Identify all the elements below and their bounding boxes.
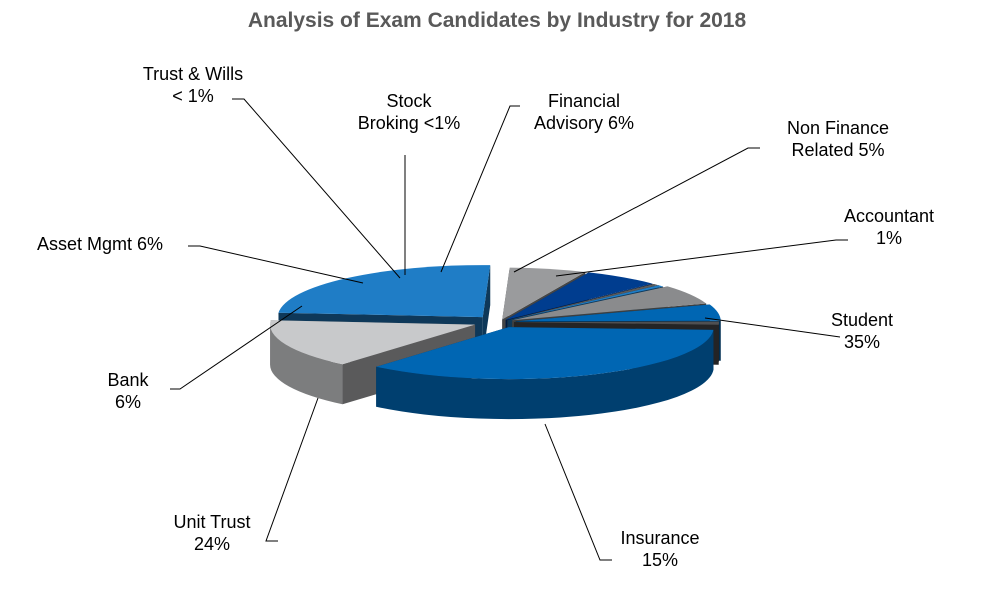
leader-line-bank bbox=[170, 305, 303, 390]
label-asset-mgmt: Asset Mgmt 6% bbox=[37, 234, 163, 254]
leader-line-unit-trust bbox=[265, 397, 319, 542]
label-student: Student 35% bbox=[831, 310, 893, 352]
slice-student bbox=[376, 327, 714, 380]
slice-stock-broking bbox=[507, 285, 664, 321]
slice-insurance bbox=[270, 320, 476, 365]
label-non-finance-related: Non Finance Related 5% bbox=[787, 118, 889, 160]
label-stock-broking: Stock Broking <1% bbox=[358, 91, 461, 133]
slice-unit-trust bbox=[278, 265, 491, 318]
label-insurance: Insurance 15% bbox=[620, 528, 699, 570]
chart-title: Analysis of Exam Candidates by Industry … bbox=[248, 9, 747, 32]
slice-asset-mgmt bbox=[505, 272, 653, 320]
student-outer-side bbox=[376, 329, 714, 420]
insurance-outer-side bbox=[270, 324, 343, 405]
leader-line-student bbox=[704, 317, 841, 338]
label-trust-wills: Trust & Wills < 1% bbox=[143, 64, 243, 106]
label-accountant: Accountant 1% bbox=[844, 206, 934, 248]
slice-labels: Student 35% Insurance 15% Unit Trust 24% Bank 6… bbox=[37, 64, 934, 570]
slice-financial-advisory bbox=[512, 286, 707, 321]
leader-line-non-finance-related bbox=[513, 147, 760, 273]
leader-lines bbox=[170, 98, 848, 561]
slice-bank bbox=[502, 267, 586, 320]
slice-tops bbox=[270, 265, 721, 380]
unit-trust-end-wall bbox=[482, 265, 491, 358]
label-financial-advisory: Financial Advisory 6% bbox=[534, 91, 634, 133]
slice-trust-wills bbox=[507, 283, 659, 321]
leader-line-accountant bbox=[555, 239, 848, 277]
slice-accountant bbox=[513, 321, 719, 325]
leader-line-financial-advisory bbox=[440, 105, 520, 273]
leader-line-insurance bbox=[544, 423, 612, 561]
label-bank: Bank 6% bbox=[107, 370, 149, 412]
leader-line-asset-mgmt bbox=[188, 245, 364, 284]
slice-non-finance-related bbox=[515, 304, 721, 322]
leader-line-trust-wills bbox=[232, 98, 401, 279]
label-unit-trust: Unit Trust 24% bbox=[173, 512, 250, 554]
